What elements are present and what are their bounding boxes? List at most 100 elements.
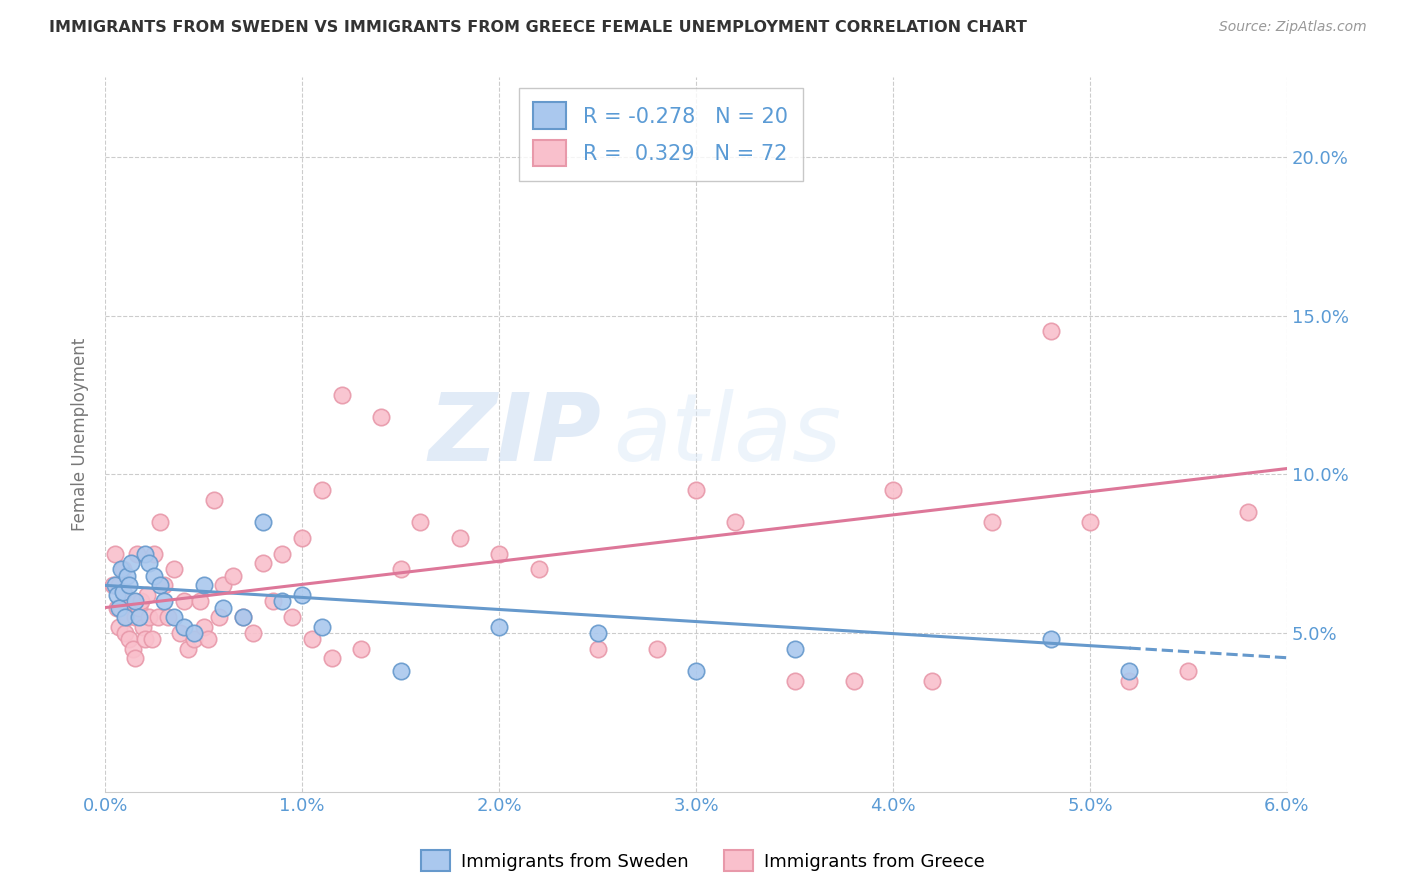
Point [111, 584, 134, 599]
Point [1039, 632, 1062, 647]
Point [101, 578, 124, 592]
Point [488, 619, 510, 633]
Point [114, 588, 136, 602]
Point [1236, 505, 1258, 519]
Point [108, 619, 131, 633]
Point [488, 547, 510, 561]
Point [124, 610, 146, 624]
Point [389, 562, 412, 576]
Y-axis label: Female Unemployment: Female Unemployment [72, 338, 89, 532]
Point [842, 673, 865, 688]
Point [783, 673, 806, 688]
Point [128, 610, 150, 624]
Point [882, 483, 904, 497]
Point [173, 594, 195, 608]
Point [1177, 664, 1199, 678]
Point [149, 578, 172, 592]
Point [685, 664, 707, 678]
Point [114, 626, 136, 640]
Point [1039, 325, 1062, 339]
Point [1078, 515, 1101, 529]
Point [1118, 673, 1140, 688]
Point [449, 531, 471, 545]
Point [134, 632, 156, 647]
Point [389, 664, 412, 678]
Point [232, 610, 254, 624]
Point [409, 515, 432, 529]
Text: Source: ZipAtlas.com: Source: ZipAtlas.com [1219, 20, 1367, 34]
Point [131, 619, 153, 633]
Point [242, 626, 264, 640]
Point [110, 600, 132, 615]
Point [110, 562, 132, 576]
Text: IMMIGRANTS FROM SWEDEN VS IMMIGRANTS FROM GREECE FEMALE UNEMPLOYMENT CORRELATION: IMMIGRANTS FROM SWEDEN VS IMMIGRANTS FRO… [49, 20, 1028, 35]
Point [783, 641, 806, 656]
Point [291, 588, 314, 602]
Point [138, 610, 160, 624]
Point [724, 515, 747, 529]
Point [291, 531, 314, 545]
Point [124, 651, 146, 665]
Point [188, 594, 211, 608]
Point [135, 588, 157, 602]
Legend: Immigrants from Sweden, Immigrants from Greece: Immigrants from Sweden, Immigrants from … [413, 843, 993, 879]
Text: atlas: atlas [613, 389, 842, 480]
Point [1118, 664, 1140, 678]
Point [212, 600, 235, 615]
Point [129, 594, 152, 608]
Point [183, 626, 205, 640]
Point [124, 594, 146, 608]
Point [527, 562, 550, 576]
Point [118, 578, 141, 592]
Point [586, 641, 609, 656]
Point [222, 569, 245, 583]
Point [208, 610, 231, 624]
Point [108, 578, 131, 592]
Point [921, 673, 943, 688]
Point [980, 515, 1002, 529]
Point [111, 562, 134, 576]
Point [311, 619, 333, 633]
Point [193, 619, 215, 633]
Legend: R = -0.278   N = 20, R =  0.329   N = 72: R = -0.278 N = 20, R = 0.329 N = 72 [519, 87, 803, 181]
Point [104, 547, 127, 561]
Point [311, 483, 333, 497]
Point [138, 556, 160, 570]
Point [321, 651, 343, 665]
Point [153, 578, 176, 592]
Point [108, 600, 131, 615]
Point [586, 626, 609, 640]
Point [262, 594, 284, 608]
Point [118, 632, 141, 647]
Point [143, 547, 166, 561]
Point [163, 610, 186, 624]
Point [128, 600, 150, 615]
Point [330, 388, 353, 402]
Point [271, 594, 294, 608]
Point [271, 547, 294, 561]
Point [105, 600, 128, 615]
Point [105, 588, 128, 602]
Point [685, 483, 707, 497]
Point [177, 641, 200, 656]
Point [134, 547, 156, 561]
Point [115, 569, 138, 583]
Point [163, 562, 186, 576]
Point [173, 619, 195, 633]
Point [350, 641, 373, 656]
Point [114, 610, 136, 624]
Point [183, 632, 205, 647]
Point [149, 515, 172, 529]
Point [121, 641, 143, 656]
Point [252, 556, 274, 570]
Point [157, 610, 180, 624]
Point [148, 610, 170, 624]
Point [197, 632, 219, 647]
Point [232, 610, 254, 624]
Point [202, 492, 225, 507]
Point [115, 610, 138, 624]
Point [104, 578, 127, 592]
Point [645, 641, 668, 656]
Point [120, 556, 142, 570]
Point [281, 610, 304, 624]
